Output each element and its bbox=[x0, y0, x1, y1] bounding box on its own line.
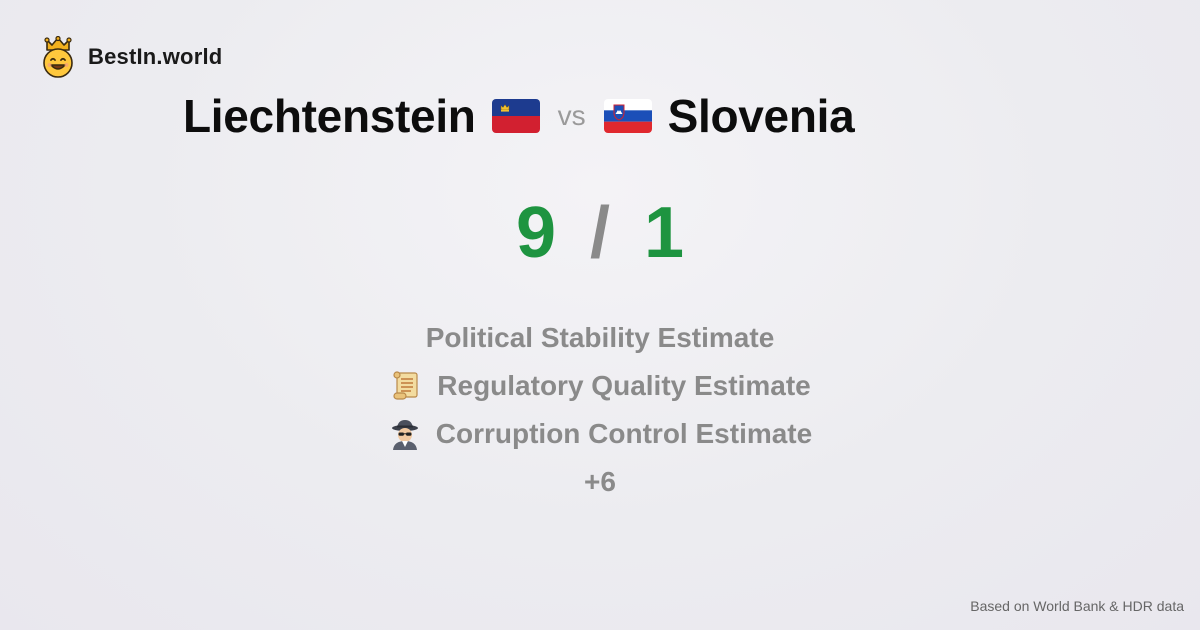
brand-name: BestIn.world bbox=[88, 44, 223, 69]
right-score: 1 bbox=[644, 193, 685, 273]
score-separator: / bbox=[589, 193, 610, 273]
scroll-icon bbox=[393, 371, 418, 400]
source-note: Based on World Bank & HDR data bbox=[970, 598, 1184, 614]
left-country-name: Liechtenstein bbox=[183, 90, 476, 142]
more-metrics-count: +6 bbox=[584, 466, 616, 497]
vs-label: vs bbox=[557, 100, 586, 131]
score: 9 / 1 bbox=[0, 192, 1200, 274]
metric-item: Regulatory Quality Estimate bbox=[389, 362, 811, 410]
brand[interactable]: BestIn.world bbox=[38, 36, 222, 78]
metric-label: Corruption Control Estimate bbox=[435, 418, 813, 449]
metric-label: Political Stability Estimate bbox=[425, 322, 775, 353]
slovenia-flag-icon bbox=[603, 99, 652, 133]
liechtenstein-flag-icon bbox=[491, 99, 540, 133]
metrics-list: Political Stability Estimate Regulatory … bbox=[0, 314, 1200, 506]
metric-item: Corruption Control Estimate bbox=[388, 410, 812, 458]
right-country-name: Slovenia bbox=[667, 90, 855, 142]
metric-label: Regulatory Quality Estimate bbox=[437, 370, 811, 401]
comparison-title: Liechtenstein vs Slovenia bbox=[183, 88, 855, 144]
metric-item: Political Stability Estimate bbox=[426, 314, 775, 362]
smiling-crown-face-icon bbox=[43, 36, 73, 78]
spy-icon bbox=[391, 420, 418, 450]
left-score: 9 bbox=[515, 193, 556, 273]
